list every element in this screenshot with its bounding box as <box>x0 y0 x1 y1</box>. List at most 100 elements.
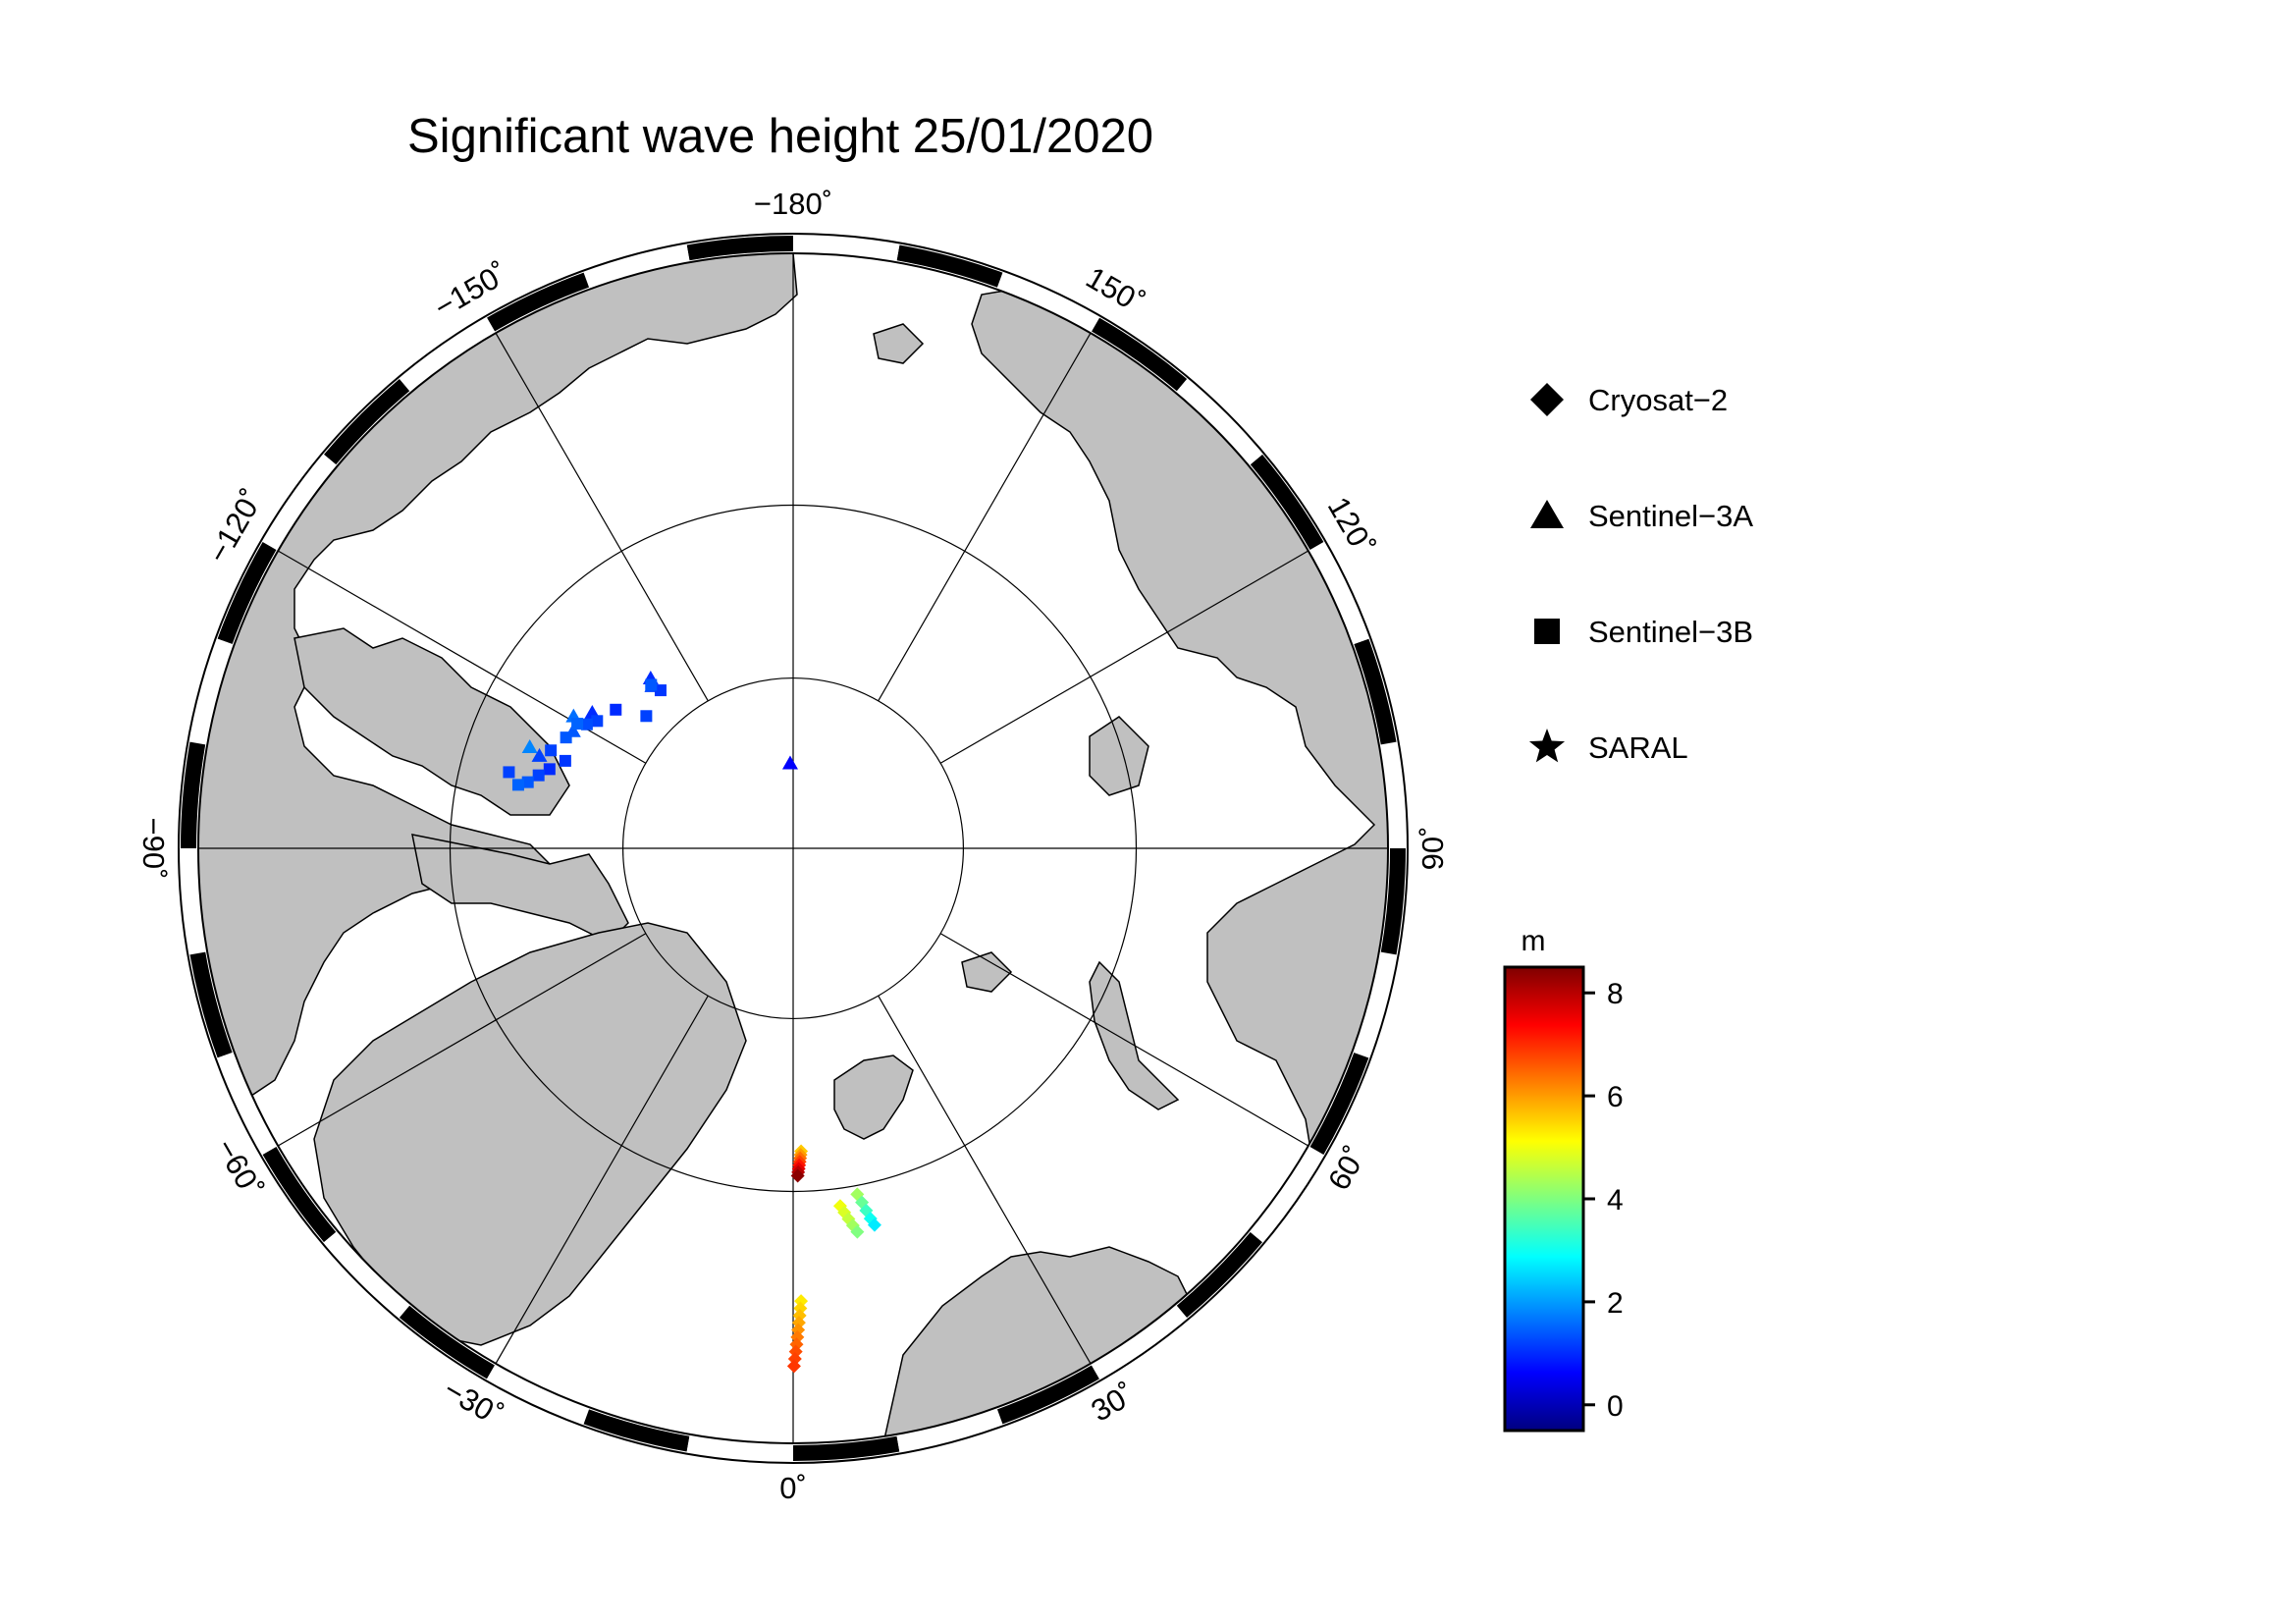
frame-segment <box>487 272 590 332</box>
legend-label: Sentinel−3B <box>1588 615 1753 649</box>
sentinel-3a-point <box>781 755 798 770</box>
legend-diamond-icon <box>1530 383 1564 416</box>
frame-segment <box>323 1231 410 1319</box>
frame-segment <box>1250 1146 1324 1243</box>
frame-segment <box>217 1052 277 1155</box>
sentinel-3b-point <box>543 763 556 776</box>
sentinel-3b-point <box>591 715 604 728</box>
colorbar-tick-label: 2 <box>1607 1287 1624 1320</box>
frame-segment <box>487 1365 590 1425</box>
map-frame <box>178 233 1409 1464</box>
cryosat-2-point <box>790 1168 805 1183</box>
frame-segment <box>583 244 690 288</box>
land-greenland <box>313 922 747 1346</box>
meridian-60 <box>939 933 1309 1147</box>
sentinel-3a-point <box>521 739 538 754</box>
frame-segment <box>996 1365 1099 1425</box>
meridian--150 <box>495 332 709 702</box>
land-svalbard <box>833 1055 914 1140</box>
sentinel-3b-point <box>521 776 534 788</box>
colorbar-tick-label: 6 <box>1607 1081 1624 1113</box>
frame-segment <box>583 1409 690 1452</box>
sentinel-3b-point <box>571 718 584 730</box>
land-severnaya-zemlya <box>1089 716 1149 796</box>
frame-segment <box>1250 454 1324 551</box>
cryosat-2-point <box>867 1217 881 1232</box>
sentinel-3b-point <box>645 678 658 691</box>
meridian-30 <box>878 995 1092 1365</box>
frame-segment <box>1354 951 1397 1058</box>
meridian--60 <box>277 933 647 1147</box>
colorbar-tick-label: 0 <box>1607 1390 1624 1423</box>
frame-segment <box>1309 542 1369 645</box>
legend-label: Sentinel−3A <box>1588 499 1753 533</box>
sentinel-3b-point <box>503 766 515 779</box>
frame-segment <box>399 1305 496 1380</box>
land-franz-josef <box>961 951 1013 993</box>
frame-segment <box>262 454 337 551</box>
frame-segment <box>262 1146 337 1243</box>
frame-segment <box>181 847 206 955</box>
longitude-label: −180˚ <box>754 187 832 221</box>
frame-segment <box>217 542 277 645</box>
meridian-120 <box>939 550 1309 764</box>
legend-label: SARAL <box>1588 730 1688 765</box>
sentinel-3b-point <box>511 779 524 791</box>
legend-label: Cryosat−2 <box>1588 383 1728 417</box>
map-title: Significant wave height 25/01/2020 <box>407 110 1153 163</box>
cryosat-2-point <box>786 1359 801 1374</box>
meridian-150 <box>878 332 1092 702</box>
frame-segment <box>189 638 233 745</box>
frame-segment <box>896 244 1003 288</box>
sentinel-3b-point <box>580 718 593 730</box>
swh-points <box>503 670 881 1374</box>
cryosat-2-point <box>850 1224 865 1239</box>
frame-segment <box>1309 1052 1369 1155</box>
frame-segment <box>1091 1305 1188 1380</box>
sentinel-3b-point <box>640 710 653 723</box>
frame-segment <box>792 236 900 261</box>
legend-square-icon <box>1534 619 1560 644</box>
land-chukotka-island <box>873 323 925 364</box>
legend-triangle-icon <box>1530 500 1564 528</box>
frame-inner-edge <box>197 252 1389 1444</box>
frame-segment <box>399 317 496 392</box>
longitude-label: 90˚ <box>1415 827 1450 871</box>
frame-segment <box>1176 1231 1263 1319</box>
frame-segment <box>189 951 233 1058</box>
sentinel-3b-point <box>654 684 667 697</box>
frame-segment <box>792 1435 900 1461</box>
sentinel-3a-point <box>531 747 548 762</box>
sentinel-3b-point <box>559 754 571 767</box>
frame-segment <box>686 1435 794 1461</box>
frame-segment <box>996 272 1099 332</box>
frame-segment <box>1091 317 1188 392</box>
longitude-label: −90˚ <box>136 818 171 880</box>
sentinel-3b-point <box>560 731 572 744</box>
frame-segment <box>181 741 206 849</box>
colorbar-unit: m <box>1522 925 1546 957</box>
frame-segment <box>686 236 794 261</box>
frame-outer-edge <box>178 233 1409 1464</box>
frame-segment <box>323 378 410 465</box>
sentinel-3b-point <box>610 703 622 716</box>
longitude-label: 0˚ <box>779 1471 807 1505</box>
land-canadian-islands <box>294 627 570 816</box>
legend: Cryosat−2 Sentinel−3A Sentinel−3B SARAL <box>1528 383 1753 765</box>
meridian--30 <box>495 995 709 1365</box>
colorbar-gradient <box>1503 965 1585 1433</box>
colorbar-tick-label: 8 <box>1607 978 1624 1010</box>
sentinel-3b-point <box>545 744 558 757</box>
frame-segment <box>1380 741 1406 849</box>
polar-map: −180˚−150˚−120˚−90˚−60˚−30˚0˚30˚60˚90˚12… <box>136 187 1450 1505</box>
frame-segment <box>1176 378 1263 465</box>
legend-star-icon <box>1528 729 1566 763</box>
colorbar: m 0 2 4 6 8 <box>1503 925 1624 1433</box>
frame-segment <box>1380 847 1406 955</box>
colorbar-tick-label: 4 <box>1607 1184 1624 1217</box>
frame-segment <box>896 1409 1003 1452</box>
sentinel-3b-point <box>532 769 545 782</box>
colorbar-ticks: 0 2 4 6 8 <box>1583 978 1624 1423</box>
frame-segment <box>1354 638 1397 745</box>
